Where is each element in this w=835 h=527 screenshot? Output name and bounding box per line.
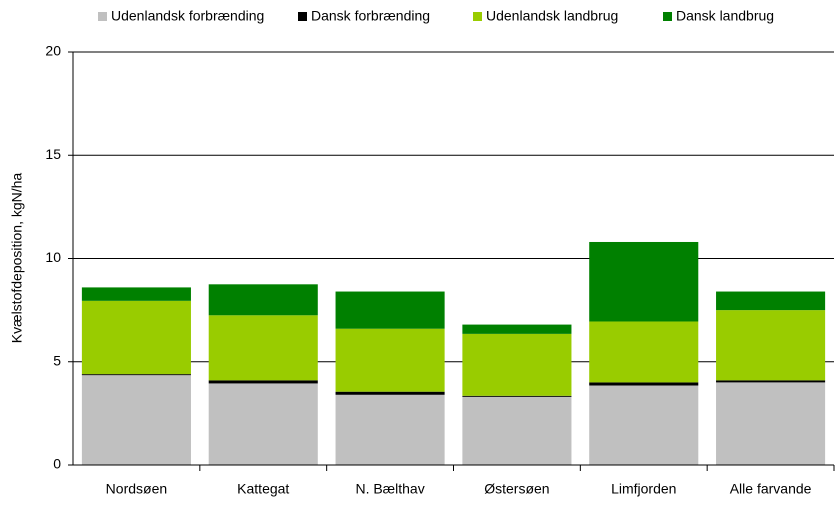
y-tick-label: 20 bbox=[45, 43, 61, 59]
x-tick-label: N. Bælthav bbox=[355, 481, 424, 497]
bar-segment bbox=[589, 321, 699, 383]
x-tick-label: Kattegat bbox=[237, 481, 289, 497]
y-axis-label: Kvælstofdeposition, kgN/ha bbox=[9, 173, 25, 344]
x-tick-label: Alle farvande bbox=[730, 481, 812, 497]
legend-label: Dansk landbrug bbox=[676, 8, 774, 24]
bar-segment bbox=[716, 382, 826, 465]
bar-segment bbox=[462, 395, 572, 397]
bar-segment bbox=[716, 291, 826, 311]
bar-segment bbox=[716, 310, 826, 381]
bar-segment bbox=[335, 391, 445, 395]
y-tick-label: 15 bbox=[45, 146, 61, 162]
bar-segment bbox=[462, 324, 572, 334]
bar-segment bbox=[208, 284, 318, 316]
bar-segment bbox=[589, 241, 699, 322]
bar-segment bbox=[81, 374, 191, 376]
x-tick-label: Østersøen bbox=[484, 481, 549, 497]
bar-segment bbox=[81, 375, 191, 465]
legend-swatch bbox=[473, 12, 482, 21]
bar-segment bbox=[335, 394, 445, 465]
legend-swatch bbox=[298, 12, 307, 21]
bar-segment bbox=[589, 382, 699, 386]
x-tick-label: Limfjorden bbox=[611, 481, 676, 497]
legend-swatch bbox=[663, 12, 672, 21]
y-tick-label: 0 bbox=[53, 456, 61, 472]
bar-segment bbox=[81, 287, 191, 301]
bar-segment bbox=[589, 385, 699, 465]
bar-segment bbox=[335, 291, 445, 329]
legend-swatch bbox=[98, 12, 107, 21]
bar-segment bbox=[462, 396, 572, 465]
y-tick-label: 5 bbox=[53, 352, 61, 368]
bar-segment bbox=[462, 333, 572, 396]
bar-segment bbox=[208, 315, 318, 381]
bar-segment bbox=[208, 380, 318, 384]
x-tick-label: Nordsøen bbox=[106, 481, 167, 497]
legend-label: Udenlandsk landbrug bbox=[486, 8, 618, 24]
bar-segment bbox=[335, 328, 445, 392]
bar-segment bbox=[208, 383, 318, 465]
legend-label: Udenlandsk forbrænding bbox=[111, 8, 264, 24]
bar-segment bbox=[716, 380, 826, 383]
bar-segment bbox=[81, 300, 191, 375]
y-tick-label: 10 bbox=[45, 249, 61, 265]
legend-label: Dansk forbrænding bbox=[311, 8, 430, 24]
